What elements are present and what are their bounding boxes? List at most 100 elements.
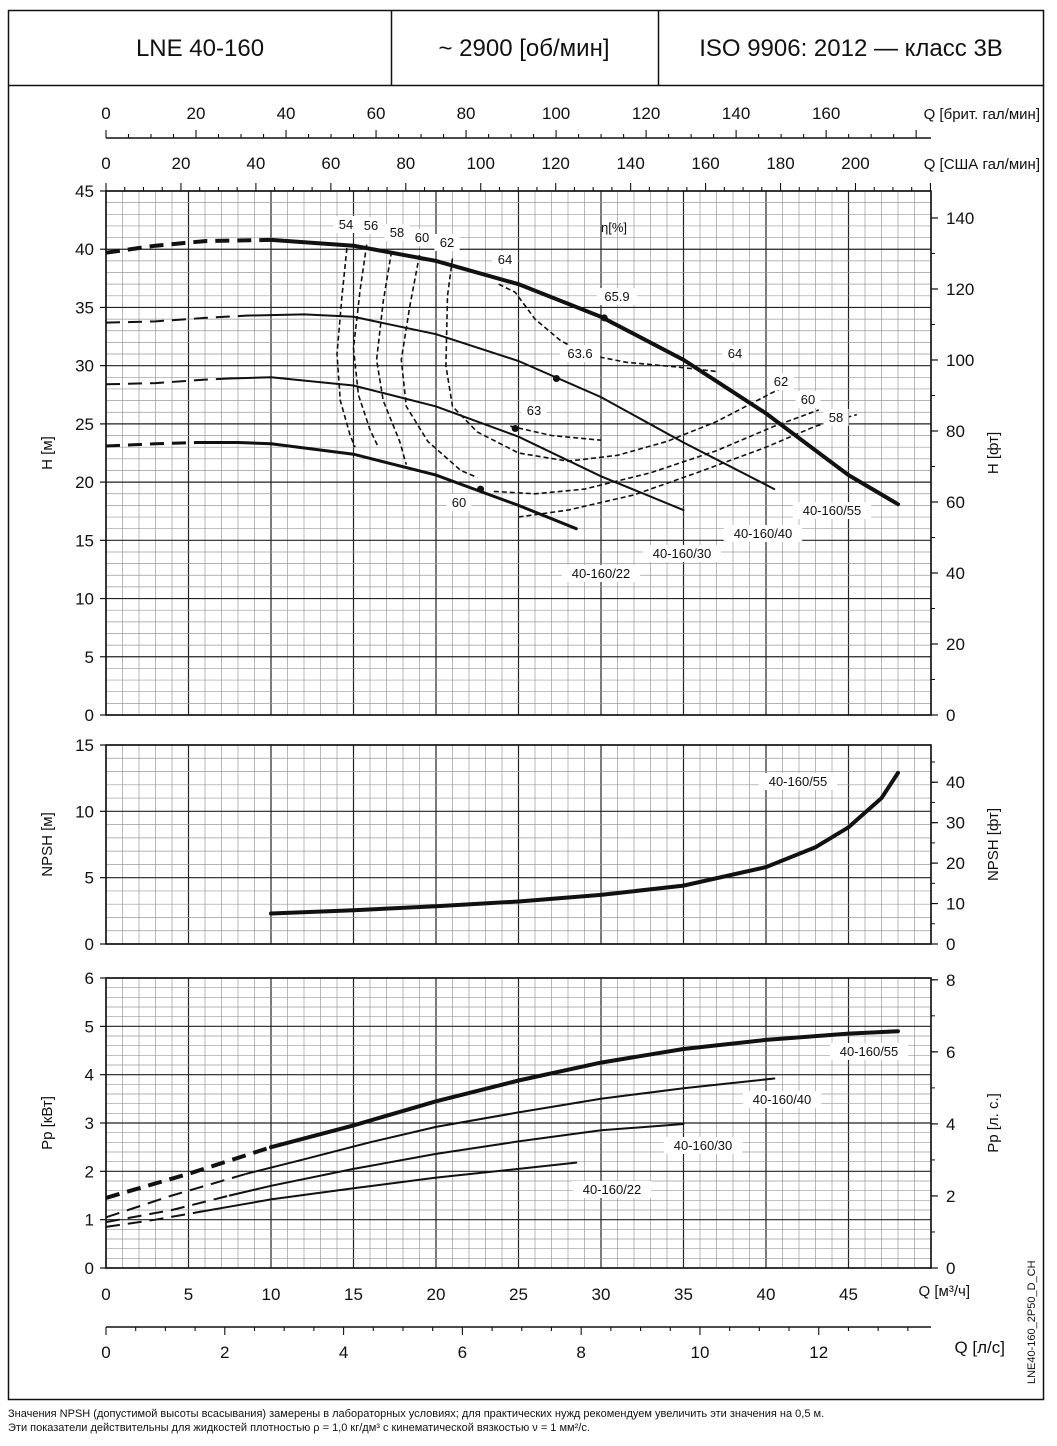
head-series-label-bg [723, 525, 803, 542]
best-efficiency-point [600, 314, 608, 322]
y-right-tick-label: 8 [946, 971, 955, 990]
efficiency-curve-56 [352, 244, 380, 448]
best-efficiency-point [552, 374, 560, 382]
y-right-tick-label: 30 [946, 814, 965, 833]
y-tick-label: 35 [75, 298, 94, 317]
head-series-label-bg [792, 502, 872, 519]
top-axis-tick-label: 80 [457, 104, 476, 123]
efficiency-point-label-bg [559, 345, 601, 362]
npsh-curves [269, 770, 900, 916]
efficiency-label-bg [358, 217, 384, 234]
efficiency-label-bg [722, 345, 748, 362]
y-tick-label: 5 [85, 648, 94, 667]
standard-label: ISO 9906: 2012 — класс 3B [699, 35, 1003, 62]
y-right-tick-label: 20 [946, 854, 965, 873]
series-extrapolated-40-160/22 [105, 441, 197, 448]
series-40-160/40 [245, 313, 776, 491]
efficiency-label-bg [333, 216, 359, 233]
power-ticks: 0 1 2 3 4 5 6 0 2 4 6 8 [85, 969, 956, 1278]
series-40-160/40 [245, 1077, 776, 1175]
top-axis-tick-label: 140 [616, 154, 644, 173]
series-40-160/30 [228, 376, 685, 512]
efficiency-curve-62 [445, 258, 792, 463]
top-axis-tick-label: 20 [187, 104, 206, 123]
ls-tick-label: 4 [339, 1343, 348, 1362]
npsh-chart: 0 5 10 15 0 10 20 30 40 40-160/55 NPSH [м] NPSH … [39, 736, 1002, 954]
ls-tick-label: 8 [576, 1343, 585, 1362]
top-axis-tick-label: 40 [277, 104, 296, 123]
x-tick-label: 20 [427, 1285, 446, 1304]
y-tick-label: 25 [75, 415, 94, 434]
ls-tick-label: 0 [101, 1343, 110, 1362]
efficiency-axis-label: η[%] [601, 220, 627, 235]
efficiency-label-bg [521, 402, 547, 419]
efficiency-curve-58 [518, 413, 858, 518]
efficiency-label: 60 [801, 392, 815, 407]
power-series-label-bg [742, 1091, 822, 1108]
top-axis-tick-label: 20 [171, 154, 190, 173]
y-tick-label: 15 [75, 531, 94, 550]
y-right-tick-label: 140 [946, 209, 974, 228]
efficiency-curve-58 [375, 251, 408, 465]
top-axis-tick-label: 120 [632, 104, 660, 123]
top-axis-tick-label: 60 [367, 104, 386, 123]
drawing-code: LNE40-160_2P50_D_CH [1026, 1260, 1038, 1384]
efficiency-label: 58 [829, 410, 843, 425]
page-border [7, 9, 1045, 1401]
top-axis-label: Q [брит. гал/мин] [924, 106, 1040, 123]
x-tick-label: 5 [184, 1285, 193, 1304]
top-axis-tick-label: 100 [542, 104, 570, 123]
series-extrapolated-40-160/55 [105, 1145, 272, 1200]
x-tick-label: 45 [839, 1285, 858, 1304]
series-40-160/55 [269, 1029, 900, 1150]
y-tick-label: 10 [75, 590, 94, 609]
top-axis-tick-label: 80 [396, 154, 415, 173]
series-40-160/22 [195, 441, 578, 531]
x-tick-label: 30 [592, 1285, 611, 1304]
x-tick-label: 40 [757, 1285, 776, 1304]
y-right-tick-label: 2 [946, 1187, 955, 1206]
y-tick-label: 10 [75, 802, 94, 821]
efficiency-label: 56 [364, 218, 378, 233]
efficiency-curve-60 [400, 254, 478, 479]
series-extrapolated-40-160/40 [105, 1172, 247, 1219]
y-tick-label: 5 [85, 1017, 94, 1036]
y-tick-label: 4 [85, 1066, 94, 1085]
x-tick-label: 25 [509, 1285, 528, 1304]
npsh-y-label-right: NPSH [фт] [985, 808, 1002, 881]
npsh-ticks: 0 5 10 15 0 10 20 30 40 [75, 736, 965, 954]
power-y-label: Pp [кВт] [39, 1096, 56, 1150]
note-density: Эти показатели действительны для жидкост… [8, 1422, 590, 1434]
power-grid [105, 977, 932, 1269]
efficiency-point-label: 60 [452, 495, 466, 510]
best-efficiency-point [477, 485, 485, 493]
efficiency-label-bg [795, 391, 821, 408]
top-axis-tick-label: 160 [691, 154, 719, 173]
y-right-tick-label: 6 [946, 1043, 955, 1062]
y-right-tick-label: 0 [946, 706, 955, 725]
top-axis-tick-label: 60 [321, 154, 340, 173]
top-axis-tick-label: 0 [101, 154, 110, 173]
efficiency-label: 62 [440, 235, 454, 250]
plot-border [105, 190, 932, 716]
npsh-y-label: NPSH [м] [39, 812, 56, 877]
series-40-160/55 [269, 770, 900, 916]
y-right-tick-label: 20 [946, 635, 965, 654]
top-axis-label: Q [США гал/мин] [924, 156, 1040, 173]
efficiency-curve-54 [336, 248, 356, 448]
efficiency-point-label: 65.9 [604, 289, 629, 304]
series-extrapolated-40-160/55 [105, 237, 272, 255]
series-40-160/22 [195, 1161, 578, 1214]
head-series-label: 40-160/30 [653, 546, 712, 561]
power-labels: 40-160/55 40-160/40 40-160/30 40-160/22 [572, 1043, 909, 1198]
power-series-label: 40-160/55 [840, 1044, 899, 1059]
head-series-label-bg [642, 545, 722, 562]
top-axis-tick-label: 160 [812, 104, 840, 123]
power-series-label: 40-160/30 [674, 1138, 733, 1153]
top-axis-tick-label: 40 [246, 154, 265, 173]
efficiency-label-bg [768, 373, 794, 390]
ls-tick-label: 2 [220, 1343, 229, 1362]
top-axis-tick-label: 200 [841, 154, 869, 173]
y-tick-label: 2 [85, 1162, 94, 1181]
